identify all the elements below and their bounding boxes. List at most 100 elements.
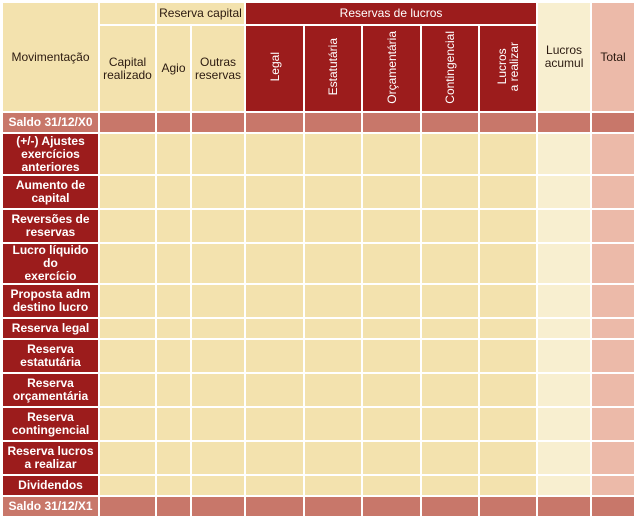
table-cell [361,283,422,319]
header-blank-capital [98,1,157,26]
table-cell [155,372,192,408]
header-reservas-lucros: Reservas de lucros [243,1,539,26]
table-cell [536,242,593,285]
table-cell [590,283,635,319]
table-cell [98,132,157,176]
table-cell [190,317,246,340]
table-cell [190,495,246,518]
row-label: Saldo 31/12/X0 [1,111,100,134]
table-cell [361,242,422,285]
table-cell [536,372,593,408]
table-cell [477,283,539,319]
table-cell [536,132,593,176]
table-cell [98,406,157,442]
table-cell [420,495,480,518]
table-cell [361,440,422,476]
table-cell [590,174,635,210]
table-cell [361,495,422,518]
table-row: Aumento de capital [1,174,635,210]
table-cell [420,208,480,244]
row-label: Reserva legal [1,317,100,340]
table-row: Reserva legal [1,317,635,340]
table-row: Reserva orçamentária [1,372,635,408]
table-cell [98,242,157,285]
table-cell [590,406,635,442]
table-cell [590,440,635,476]
table-cell [244,111,305,134]
table-cell [303,406,363,442]
table-cell [477,495,539,518]
table-cell [590,111,635,134]
table-cell [190,372,246,408]
table-cell [361,372,422,408]
table-row: Reserva estatutária [1,338,635,374]
table-cell [536,440,593,476]
table-cell [477,132,539,176]
table-cell [420,132,480,176]
table-cell [303,132,363,176]
table-cell [98,174,157,210]
row-label: Dividendos [1,474,100,497]
table-cell [477,406,539,442]
table-cell [420,474,480,497]
table-cell [155,242,192,285]
header-estatutaria: Estatutária [303,24,363,113]
table-cell [590,317,635,340]
table-cell [190,242,246,285]
header-contingencial: Contingencial [420,24,480,113]
header-capital-realizado: Capital realizado [98,24,157,113]
table-cell [590,338,635,374]
table-cell [536,406,593,442]
table-cell [590,242,635,285]
table-row: Reserva contingencial [1,406,635,442]
row-label: Aumento de capital [1,174,100,210]
table-cell [420,283,480,319]
table-cell [155,283,192,319]
table-cell [190,208,246,244]
row-label: Proposta adm destino lucro [1,283,100,319]
table-cell [361,111,422,134]
row-label: Reserva lucros a realizar [1,440,100,476]
table-cell [155,208,192,244]
header-legal: Legal [244,24,305,113]
table-cell [536,474,593,497]
table-cell [420,440,480,476]
table-cell [98,283,157,319]
table-cell [303,495,363,518]
table-cell [244,372,305,408]
table-cell [303,111,363,134]
table-cell [536,283,593,319]
table-cell [155,111,192,134]
table-cell [98,440,157,476]
table-cell [98,338,157,374]
table-cell [536,208,593,244]
table-cell [303,372,363,408]
table-cell [420,242,480,285]
table-cell [155,406,192,442]
table-cell [420,406,480,442]
table-row: Lucro líquido do exercício [1,242,635,285]
header-reserva-capital: Reserva capital [155,1,246,26]
table-cell [477,474,539,497]
header-orcamentaria: Orçamentária [361,24,422,113]
table-cell [361,208,422,244]
table-cell [190,174,246,210]
table-cell [477,111,539,134]
table-cell [190,338,246,374]
table-cell [155,474,192,497]
table-cell [98,208,157,244]
table-cell [244,440,305,476]
table-cell [420,372,480,408]
table-cell [98,111,157,134]
table-cell [244,406,305,442]
table-cell [98,474,157,497]
table-cell [190,111,246,134]
table-cell [303,208,363,244]
table-cell [155,174,192,210]
table-cell [590,495,635,518]
header-total: Total [590,1,635,113]
table-cell [155,317,192,340]
saldo-row: Saldo 31/12/X1 [1,495,635,518]
table-cell [98,495,157,518]
